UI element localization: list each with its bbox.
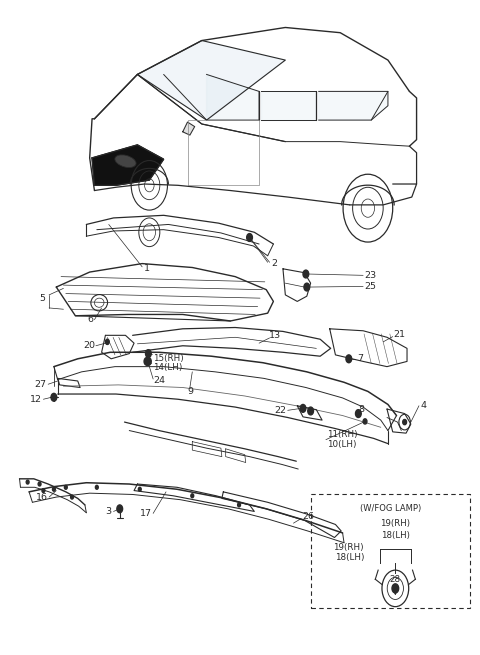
Circle shape [64, 485, 67, 489]
Text: 12: 12 [30, 395, 42, 403]
Circle shape [403, 419, 407, 424]
Circle shape [308, 407, 313, 415]
Text: 5: 5 [39, 293, 45, 303]
Text: 18(LH): 18(LH) [335, 553, 364, 561]
Circle shape [303, 270, 309, 278]
Text: 26: 26 [302, 512, 314, 521]
Polygon shape [137, 41, 285, 120]
Circle shape [52, 487, 55, 491]
Ellipse shape [115, 155, 136, 168]
Circle shape [38, 482, 41, 486]
Text: 20: 20 [83, 341, 95, 350]
Circle shape [191, 494, 194, 498]
Text: 19(RH): 19(RH) [380, 519, 410, 527]
Text: 10(LH): 10(LH) [327, 440, 356, 449]
Text: 27: 27 [35, 380, 47, 389]
Text: 18(LH): 18(LH) [381, 531, 410, 540]
Text: 11(RH): 11(RH) [327, 430, 358, 439]
Text: 19(RH): 19(RH) [334, 543, 364, 552]
Circle shape [301, 405, 305, 411]
Circle shape [300, 404, 306, 412]
Text: 9: 9 [188, 387, 193, 396]
Text: 13: 13 [269, 331, 281, 340]
Text: 8: 8 [359, 405, 364, 414]
Polygon shape [319, 92, 388, 120]
Text: 1: 1 [144, 265, 150, 273]
Text: 7: 7 [357, 354, 363, 364]
Text: 25: 25 [364, 282, 376, 291]
Text: 21: 21 [394, 329, 406, 339]
Circle shape [42, 489, 45, 493]
Circle shape [145, 350, 151, 358]
Circle shape [392, 584, 399, 593]
Text: 17: 17 [140, 509, 152, 518]
Circle shape [106, 339, 109, 345]
Circle shape [26, 480, 29, 484]
Circle shape [248, 235, 252, 240]
Polygon shape [262, 92, 316, 120]
Circle shape [304, 283, 310, 291]
Circle shape [51, 394, 57, 402]
Text: 22: 22 [275, 406, 287, 415]
Circle shape [138, 487, 141, 491]
Polygon shape [183, 122, 195, 135]
Circle shape [363, 419, 367, 424]
Circle shape [305, 284, 309, 290]
Polygon shape [206, 75, 259, 120]
Circle shape [145, 358, 151, 365]
Circle shape [238, 503, 240, 507]
Text: 3: 3 [105, 507, 111, 516]
Text: 4: 4 [420, 402, 426, 410]
Circle shape [247, 234, 252, 242]
Text: 24: 24 [153, 377, 165, 386]
Circle shape [144, 358, 150, 365]
Circle shape [357, 411, 360, 416]
Text: 16: 16 [36, 493, 48, 502]
Text: 23: 23 [364, 271, 376, 280]
Text: 2: 2 [271, 259, 277, 268]
Text: (W/FOG LAMP): (W/FOG LAMP) [360, 504, 421, 513]
Text: 28: 28 [390, 574, 401, 584]
Circle shape [96, 485, 98, 489]
Circle shape [347, 356, 351, 362]
Circle shape [145, 359, 149, 364]
Circle shape [117, 505, 122, 513]
Circle shape [71, 495, 73, 499]
FancyBboxPatch shape [311, 494, 470, 608]
Circle shape [356, 409, 361, 417]
Text: 15(RH): 15(RH) [153, 354, 184, 363]
Circle shape [346, 355, 352, 363]
Text: 6: 6 [87, 315, 93, 324]
Text: 14(LH): 14(LH) [153, 364, 182, 373]
Polygon shape [92, 145, 164, 185]
Circle shape [304, 271, 308, 276]
